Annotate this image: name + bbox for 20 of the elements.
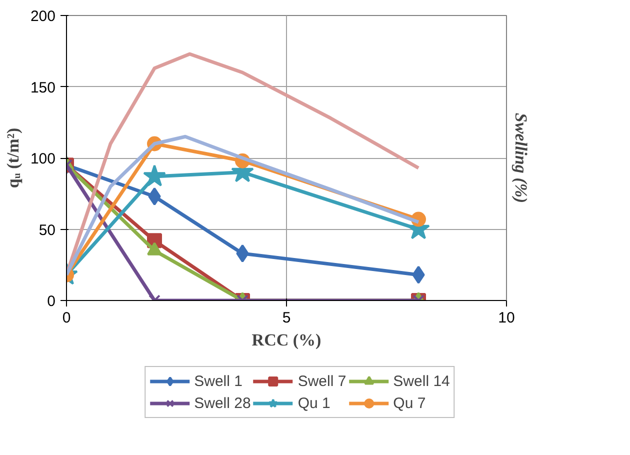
legend-label: Qu 7 [393,394,426,412]
y-tick-label: 200 [30,8,56,25]
y-tick-label: 50 [38,222,56,239]
x-tick-label: 10 [498,310,515,326]
x-axis-title: RCC (%) [252,330,322,350]
x-tick-label: 5 [282,310,291,326]
legend-label: Swell 7 [298,372,346,390]
y-axis-title: qᵤ (t/m²) [3,128,22,188]
point [147,242,162,256]
y2-axis-title: Swelling (%) [512,112,530,204]
legend-label: Qu 1 [298,394,330,412]
point [148,187,161,206]
legend-label: Swell 1 [194,372,242,390]
legend-label: Swell 28 [194,394,251,412]
y-tick-label: 0 [47,293,56,310]
y-tick-label: 100 [30,150,56,168]
legend-label: Swell 14 [393,372,450,390]
y-tick-label: 150 [30,79,56,96]
point [143,164,166,186]
x-tick-label: 0 [62,310,71,326]
